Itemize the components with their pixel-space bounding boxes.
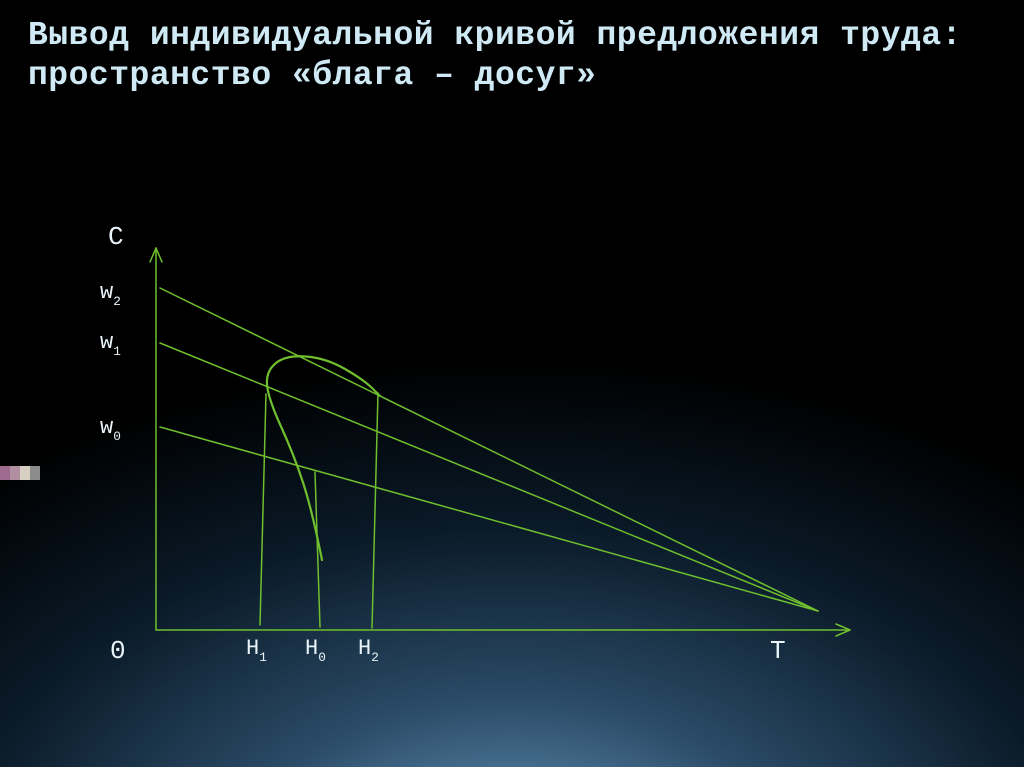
origin-label: 0 (110, 636, 126, 666)
y-tick-1: w1 (100, 330, 121, 357)
y-tick-2: w0 (100, 415, 121, 442)
x-axis-end-label: T (770, 636, 786, 666)
y-axis-label: C (108, 222, 124, 252)
x-tick-1: H0 (305, 636, 326, 663)
x-tick-2: H2 (358, 636, 379, 663)
chart-svg (0, 0, 1024, 767)
x-tick-0: H1 (246, 636, 267, 663)
slide: Вывод индивидуальной кривой предложения … (0, 0, 1024, 767)
y-tick-0: w2 (100, 280, 121, 307)
